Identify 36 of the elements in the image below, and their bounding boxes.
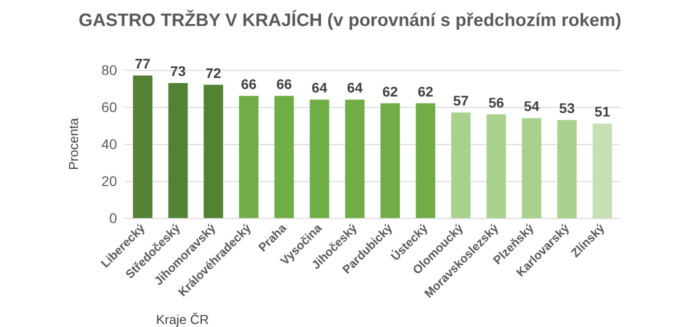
data-label: 53 [559,100,575,116]
data-label: 56 [488,94,504,110]
y-tick-label: 20 [101,173,118,189]
data-label: 57 [453,92,469,109]
y-tick-label: 0 [109,210,118,226]
y-tick-label: 60 [101,99,118,115]
y-axis-title: Procenta [66,117,81,170]
y-tick-label: 80 [101,62,118,78]
bar [592,124,612,218]
bar [274,96,294,218]
data-label: 62 [382,83,398,100]
x-axis-title: Kraje ČR [156,312,209,327]
bar [522,118,542,218]
data-label: 77 [134,56,151,72]
data-label: 54 [524,98,540,114]
data-label: 73 [170,62,186,79]
bar [239,96,258,218]
bar [557,120,577,218]
bar [204,84,224,218]
bar [416,103,436,218]
bar [451,112,471,218]
data-label: 51 [594,104,610,120]
bar [132,76,152,218]
data-label: 72 [206,64,222,81]
bar [345,100,365,218]
data-label: 64 [312,80,328,96]
bar [380,103,400,218]
bar [486,114,506,218]
y-tick-label: 40 [101,136,118,152]
data-label: 66 [276,76,292,92]
data-label: 62 [418,83,434,100]
bar [310,100,330,218]
data-label: 64 [347,80,363,96]
chart-title: GASTRO TRŽBY V KRAJÍCH (v porovnání s předchozím rokem) [78,9,622,30]
data-label: 66 [240,76,257,92]
bar [168,82,188,218]
